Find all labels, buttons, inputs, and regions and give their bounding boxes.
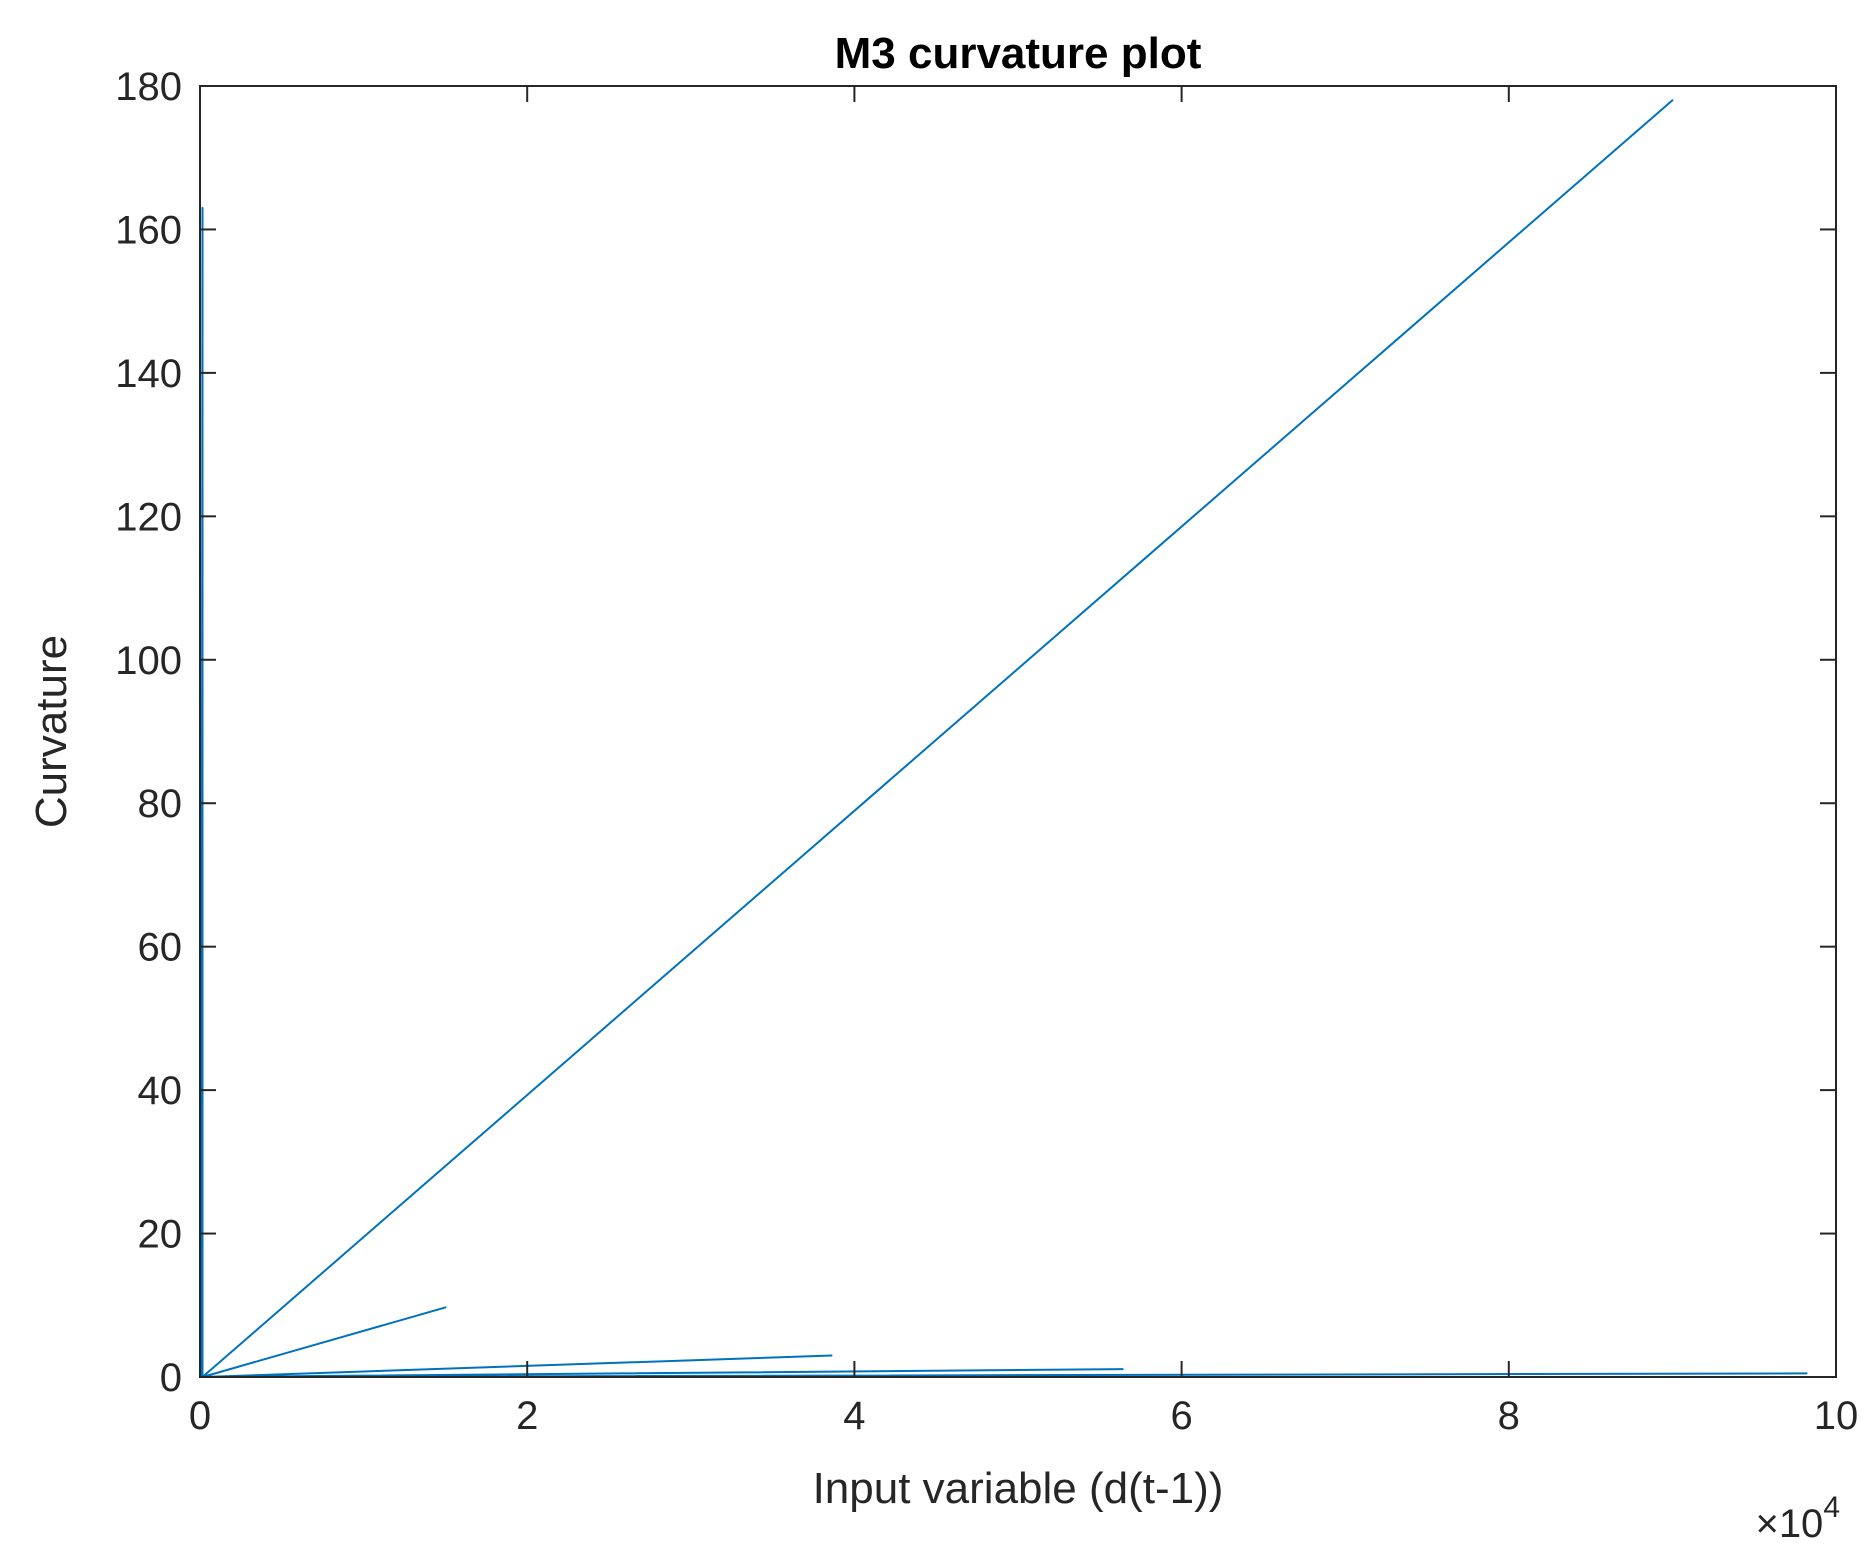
y-tick-label: 20 [138,1213,183,1257]
x-tick-label: 4 [843,1394,865,1438]
x-exponent-base: ×10 [1755,1502,1823,1546]
y-tick-label: 160 [115,208,182,252]
x-exponent-power: 4 [1823,1491,1840,1524]
y-tick-label: 100 [115,639,182,683]
y-tick-label: 60 [138,926,183,970]
y-axis-label: Curvature [27,635,76,828]
x-axis-label: Input variable (d(t-1)) [813,1464,1224,1513]
y-tick-label: 40 [138,1069,183,1113]
chart-title: M3 curvature plot [835,29,1202,78]
y-tick-label: 140 [115,352,182,396]
plot-frame [199,85,1837,1378]
x-tick-label: 2 [516,1394,538,1438]
x-tick-label: 10 [1814,1394,1859,1438]
y-tick-label: 80 [138,782,183,826]
y-tick-label: 0 [160,1356,182,1400]
x-tick-label: 6 [1170,1394,1192,1438]
x-tick-label: 8 [1498,1394,1520,1438]
x-tick-label: 0 [189,1394,211,1438]
y-tick-label: 120 [115,495,182,539]
x-axis-exponent: ×104 [1755,1491,1840,1546]
y-tick-label: 180 [115,65,182,109]
